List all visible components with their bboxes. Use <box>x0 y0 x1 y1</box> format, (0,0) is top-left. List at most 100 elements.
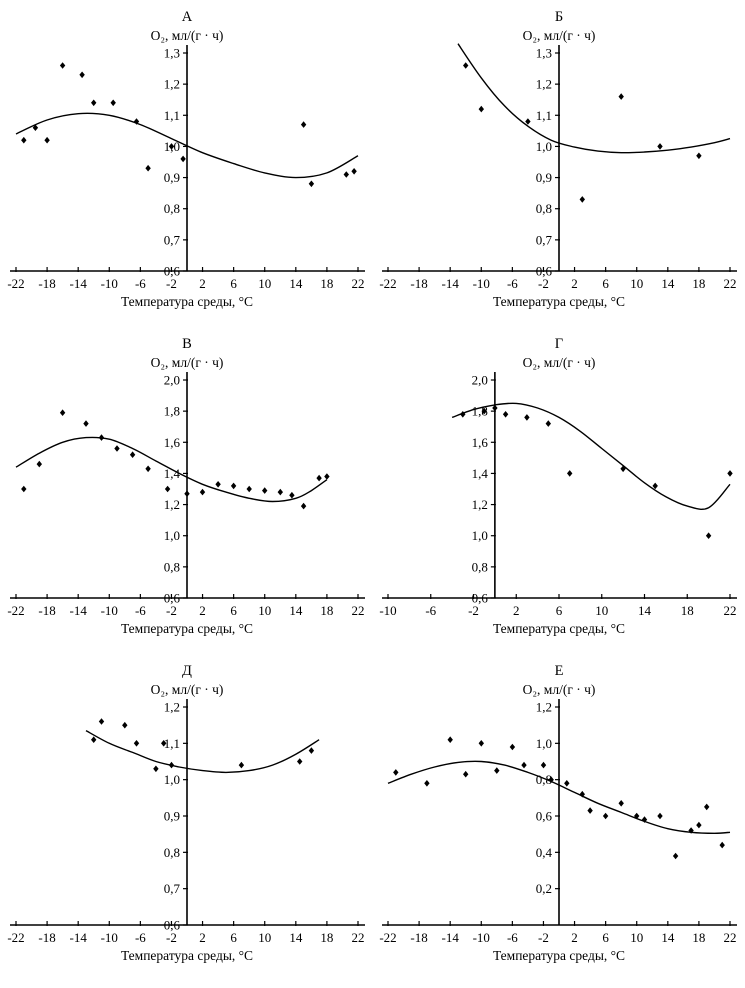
chart-Б: Б О₂, мл/(г · ч) Температура среды, °С 0,6 0… <box>379 9 737 309</box>
trend-curve <box>15 436 328 503</box>
y-tick-label: 2,0 <box>472 373 488 388</box>
y-tick-label: 1,1 <box>536 108 552 123</box>
data-point <box>463 770 469 778</box>
x-tick-label: 6 <box>602 930 609 945</box>
y-tick-label: 0,8 <box>536 772 552 787</box>
data-point <box>602 812 609 820</box>
data-point <box>59 62 66 69</box>
data-point <box>618 800 624 807</box>
x-tick-label: 6 <box>230 276 237 291</box>
y-tick-label: 1,2 <box>472 497 488 512</box>
x-tick-label: -18 <box>410 930 427 945</box>
x-tick-label: 2 <box>571 276 578 291</box>
data-point <box>133 118 140 125</box>
data-point <box>110 99 116 107</box>
trend-curve <box>457 43 731 154</box>
data-point <box>478 740 484 747</box>
x-tick-label: -22 <box>7 276 24 291</box>
trend-curve <box>451 402 731 510</box>
x-tick-label: 22 <box>352 603 365 618</box>
y-tick-label: 0,7 <box>536 232 553 247</box>
y-axis-title: О₂, мл/(г · ч) <box>151 682 224 697</box>
x-axis-title: Температура среды, °С <box>493 948 625 963</box>
data-point <box>525 118 531 125</box>
x-tick-label: -6 <box>507 276 518 291</box>
x-tick-label: 10 <box>258 930 271 945</box>
panel-letter: Г <box>555 336 563 352</box>
x-tick-label: 14 <box>289 603 303 618</box>
y-tick-label: 0,8 <box>536 201 552 216</box>
x-tick-label: 14 <box>661 276 675 291</box>
data-point <box>199 488 206 496</box>
y-tick-label: 0,9 <box>164 809 180 824</box>
x-axis-title: Температура среды, °С <box>493 621 625 636</box>
x-tick-label: 14 <box>661 930 675 945</box>
x-tick-label: -2 <box>538 276 549 291</box>
x-tick-label: 10 <box>258 276 271 291</box>
x-tick-label: -10 <box>473 930 490 945</box>
data-point <box>184 490 190 497</box>
data-point <box>238 761 245 769</box>
data-point <box>145 164 151 172</box>
panel-letter: В <box>182 336 192 352</box>
x-tick-label: -18 <box>38 930 55 945</box>
data-point <box>289 491 295 499</box>
data-point <box>79 71 85 79</box>
y-tick-label: 1,0 <box>536 139 552 154</box>
data-point <box>424 780 430 787</box>
trend-curve <box>85 729 320 774</box>
data-point <box>579 196 585 203</box>
x-tick-label: 2 <box>199 603 206 618</box>
x-tick-label: -2 <box>166 930 177 945</box>
chart-panel-В: В О₂, мл/(г · ч) Температура среды, °С 0,6 0… <box>0 332 372 659</box>
data-point <box>618 93 624 100</box>
y-tick-label: 1,2 <box>164 497 180 512</box>
y-tick-label: 0,8 <box>164 559 180 574</box>
data-point <box>168 761 175 769</box>
x-tick-label: -6 <box>425 603 436 618</box>
chart-А: А О₂, мл/(г · ч) Температура среды, °С 0,6 0… <box>7 9 365 309</box>
y-tick-label: 1,6 <box>472 435 489 450</box>
y-tick-label: 0,8 <box>164 845 180 860</box>
data-point <box>122 721 128 729</box>
y-tick-label: 0,7 <box>164 232 181 247</box>
data-point <box>447 736 453 743</box>
y-tick-label: 1,2 <box>536 700 552 715</box>
x-tick-label: -10 <box>101 276 118 291</box>
x-tick-label: -14 <box>442 276 460 291</box>
data-point <box>153 765 159 773</box>
x-tick-label: -10 <box>379 603 396 618</box>
data-point <box>316 474 322 482</box>
x-tick-label: -18 <box>38 603 55 618</box>
data-point <box>215 481 221 488</box>
y-tick-label: 0,7 <box>164 881 181 896</box>
x-tick-label: -2 <box>538 930 549 945</box>
data-point <box>129 451 136 458</box>
data-point <box>696 821 702 829</box>
data-point <box>705 532 712 539</box>
y-tick-label: 0,6 <box>536 809 553 824</box>
data-point <box>83 420 89 427</box>
y-axis-title: О₂, мл/(г · ч) <box>523 28 596 43</box>
y-tick-label: 0,6 <box>164 264 181 279</box>
data-point <box>463 62 469 69</box>
y-tick-label: 1,1 <box>164 108 180 123</box>
x-tick-label: -14 <box>70 930 88 945</box>
x-tick-label: 22 <box>724 930 737 945</box>
x-tick-label: 22 <box>724 276 737 291</box>
x-tick-label: -10 <box>101 930 118 945</box>
data-point <box>230 482 237 490</box>
x-tick-label: -14 <box>442 930 460 945</box>
x-tick-label: -14 <box>70 276 88 291</box>
x-tick-label: -2 <box>166 276 177 291</box>
x-tick-label: 6 <box>556 603 563 618</box>
x-tick-label: -18 <box>410 276 427 291</box>
y-tick-label: 0,6 <box>164 591 181 606</box>
x-tick-label: 10 <box>595 603 608 618</box>
y-tick-label: 1,0 <box>164 772 180 787</box>
x-tick-label: 18 <box>692 930 705 945</box>
y-tick-label: 0,6 <box>472 591 489 606</box>
x-tick-label: 18 <box>681 603 694 618</box>
x-tick-label: -22 <box>379 930 396 945</box>
x-tick-label: -10 <box>473 276 490 291</box>
